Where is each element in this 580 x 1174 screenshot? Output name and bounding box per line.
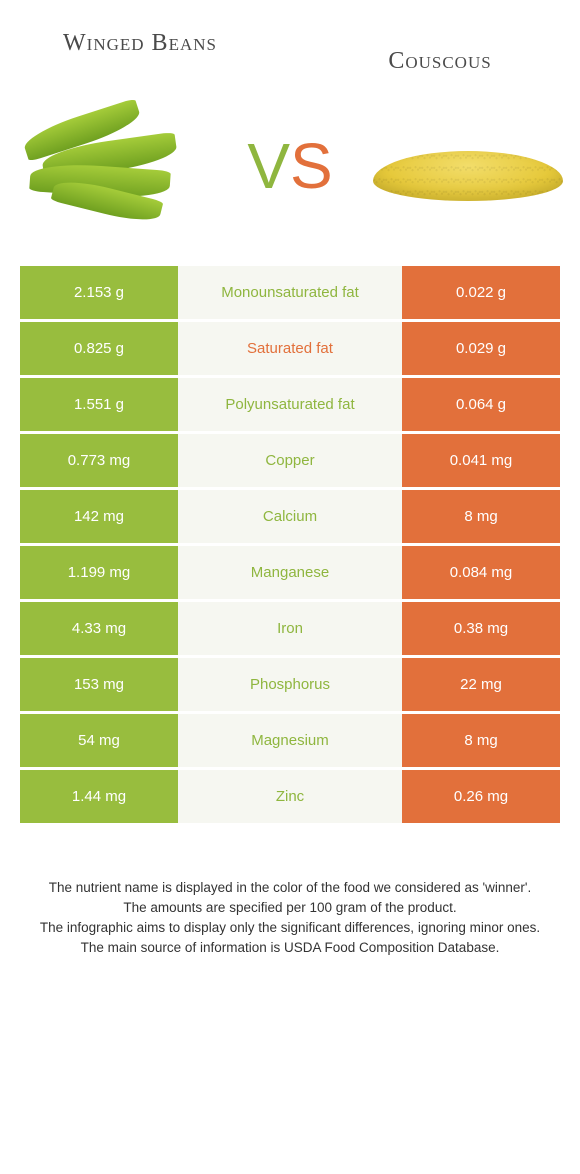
nutrient-label: Zinc: [178, 770, 402, 823]
right-value: 0.064 g: [402, 378, 560, 431]
nutrient-label: Iron: [178, 602, 402, 655]
nutrient-label: Calcium: [178, 490, 402, 543]
right-value: 0.38 mg: [402, 602, 560, 655]
footer-line: The amounts are specified per 100 gram o…: [35, 898, 545, 918]
right-value: 8 mg: [402, 714, 560, 767]
table-row: 54 mgMagnesium8 mg: [20, 714, 560, 767]
table-row: 1.44 mgZinc0.26 mg: [20, 770, 560, 823]
nutrient-label: Magnesium: [178, 714, 402, 767]
left-value: 0.773 mg: [20, 434, 178, 487]
footer-line: The main source of information is USDA F…: [35, 938, 545, 958]
table-row: 0.773 mgCopper0.041 mg: [20, 434, 560, 487]
left-value: 2.153 g: [20, 266, 178, 319]
left-value: 54 mg: [20, 714, 178, 767]
left-value: 1.551 g: [20, 378, 178, 431]
right-value: 0.029 g: [402, 322, 560, 375]
right-value: 22 mg: [402, 658, 560, 711]
footer-line: The nutrient name is displayed in the co…: [35, 878, 545, 898]
couscous-image: [368, 96, 568, 236]
nutrient-label: Polyunsaturated fat: [178, 378, 402, 431]
left-value: 142 mg: [20, 490, 178, 543]
footer-notes: The nutrient name is displayed in the co…: [35, 878, 545, 959]
table-row: 1.199 mgManganese0.084 mg: [20, 546, 560, 599]
footer-line: The infographic aims to display only the…: [35, 918, 545, 938]
vs-s: S: [290, 130, 333, 202]
table-row: 0.825 gSaturated fat0.029 g: [20, 322, 560, 375]
images-row: VS: [0, 86, 580, 266]
right-value: 0.26 mg: [402, 770, 560, 823]
left-value: 1.44 mg: [20, 770, 178, 823]
right-value: 0.022 g: [402, 266, 560, 319]
table-row: 2.153 gMonounsaturated fat0.022 g: [20, 266, 560, 319]
nutrient-label: Phosphorus: [178, 658, 402, 711]
left-value: 153 mg: [20, 658, 178, 711]
nutrient-label: Saturated fat: [178, 322, 402, 375]
left-food-title: Winged Beans: [50, 30, 230, 76]
vs-v: V: [247, 130, 290, 202]
table-row: 142 mgCalcium8 mg: [20, 490, 560, 543]
table-row: 153 mgPhosphorus22 mg: [20, 658, 560, 711]
nutrient-label: Monounsaturated fat: [178, 266, 402, 319]
nutrient-label: Copper: [178, 434, 402, 487]
comparison-table: 2.153 gMonounsaturated fat0.022 g0.825 g…: [20, 266, 560, 823]
left-value: 1.199 mg: [20, 546, 178, 599]
table-row: 1.551 gPolyunsaturated fat0.064 g: [20, 378, 560, 431]
right-value: 0.084 mg: [402, 546, 560, 599]
header: Winged Beans Couscous: [0, 0, 580, 86]
winged-beans-image: [12, 96, 212, 236]
nutrient-label: Manganese: [178, 546, 402, 599]
table-row: 4.33 mgIron0.38 mg: [20, 602, 560, 655]
right-value: 8 mg: [402, 490, 560, 543]
right-value: 0.041 mg: [402, 434, 560, 487]
right-food-title: Couscous: [350, 48, 530, 76]
vs-label: VS: [247, 129, 332, 203]
left-value: 4.33 mg: [20, 602, 178, 655]
left-value: 0.825 g: [20, 322, 178, 375]
